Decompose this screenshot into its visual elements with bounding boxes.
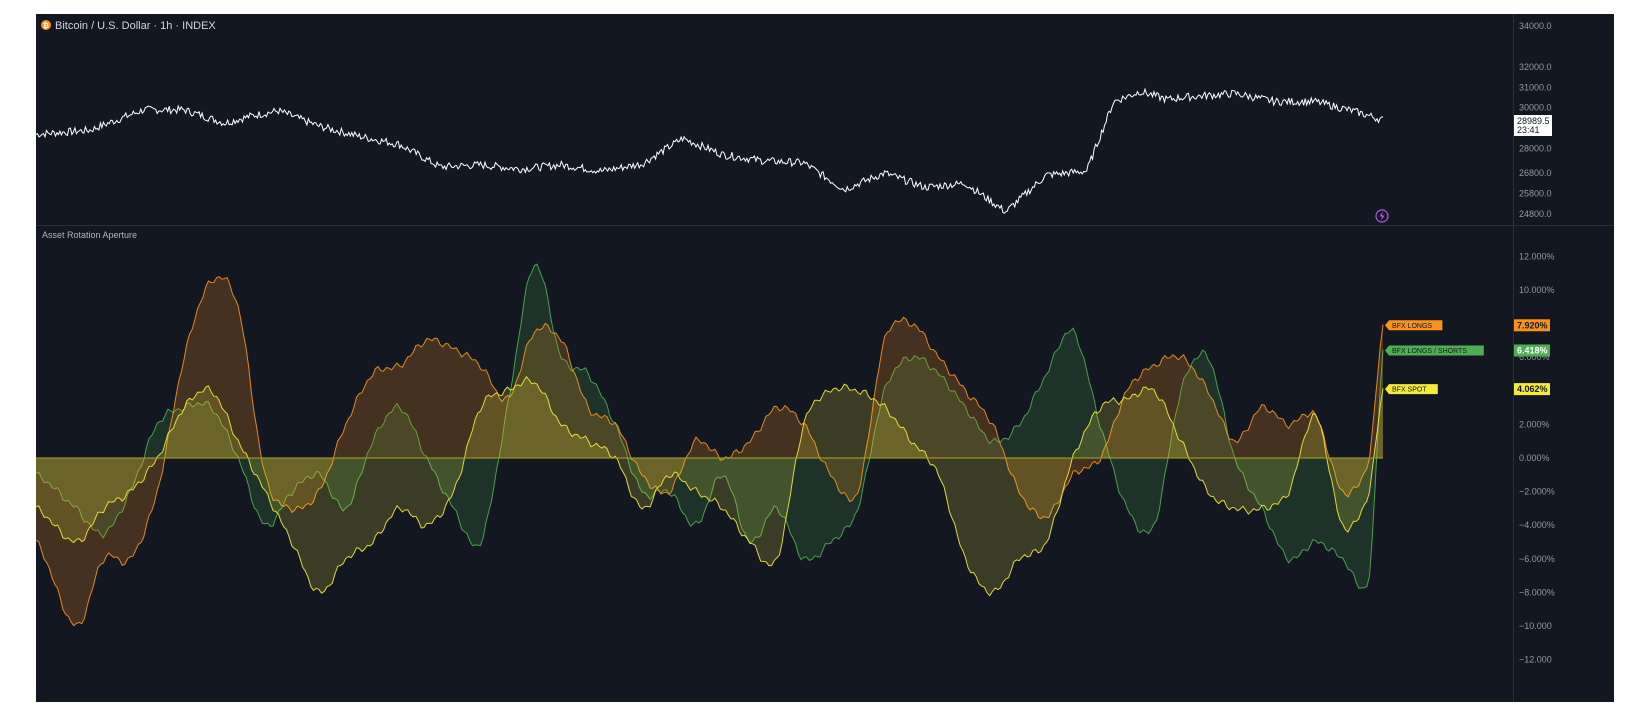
price-tick-label: 30000.0 (1519, 103, 1552, 113)
axis-value-text: 7.920% (1517, 320, 1548, 330)
bitcoin-icon (41, 20, 51, 30)
last-price-tag: 28989.5 23:41 (1514, 115, 1552, 136)
lightning-icon[interactable] (1375, 209, 1389, 223)
indicator-labels: BFX LONGS 7.920% BFX LONGS / SHORTS 6.418% B… (1385, 319, 1550, 396)
price-line (36, 87, 1384, 214)
price-tick-label: 25800.0 (1519, 188, 1552, 198)
last-price-value: 28989.5 (1517, 116, 1550, 126)
chart-canvas[interactable]: ₿ Bitcoin / U.S. Dollar · 1h · INDEX 340… (36, 14, 1614, 702)
indicator-tick-label: 10.000% (1519, 285, 1555, 295)
indicator-tick-label: 6.000% (1519, 352, 1550, 362)
indicator-tick-label: 12.000% (1519, 251, 1555, 261)
axis-value-tag: 4.062% (1514, 383, 1550, 396)
series-end-label: BFX SPOT (1385, 384, 1438, 395)
indicator-tick-label: −2.000% (1519, 487, 1555, 497)
axis-value-tag: 6.418% (1514, 344, 1550, 357)
bitcoin-icon-glyph: ₿ (43, 22, 49, 30)
price-tick-label: 32000.0 (1519, 62, 1552, 72)
price-tick-label: 34000.0 (1519, 21, 1552, 31)
price-series (36, 87, 1384, 214)
indicator-title[interactable]: Asset Rotation Aperture (42, 230, 137, 240)
price-tick-label: 28000.0 (1519, 144, 1552, 154)
price-tick-label: 26800.0 (1519, 168, 1552, 178)
axis-value-text: 6.418% (1517, 345, 1548, 355)
indicator-tick-label: 0.000% (1519, 453, 1550, 463)
series-line (36, 263, 1384, 589)
series-end-label: BFX LONGS / SHORTS (1385, 345, 1484, 356)
series-end-label-text: BFX LONGS (1392, 323, 1432, 330)
zero-line (36, 457, 1383, 459)
series-area (36, 376, 1383, 596)
series-line (36, 276, 1384, 627)
axis-value-tag: 7.920% (1514, 319, 1550, 332)
indicator-tick-label: 2.000% (1519, 419, 1550, 429)
indicator-tick-label: −8.000% (1519, 587, 1555, 597)
indicator-series (36, 263, 1384, 627)
axis-value-text: 4.062% (1517, 384, 1548, 394)
series-line (36, 375, 1384, 597)
price-axis[interactable]: 34000.0 32000.0 31000.0 30000.0 28000.0 26800… (1519, 21, 1552, 219)
price-tick-label: 24800.0 (1519, 209, 1552, 219)
indicator-tick-label: −10.000 (1519, 621, 1552, 631)
symbol-title[interactable]: Bitcoin / U.S. Dollar · 1h · INDEX (55, 20, 216, 32)
series-end-label-text: BFX LONGS / SHORTS (1392, 348, 1467, 355)
indicator-tick-label: −6.000% (1519, 554, 1555, 564)
indicator-tick-label: −4.000% (1519, 520, 1555, 530)
countdown-value: 23:41 (1517, 125, 1540, 135)
indicator-tick-label: −12.000 (1519, 655, 1552, 665)
price-tick-label: 31000.0 (1519, 82, 1552, 92)
indicator-axis[interactable]: 12.000% 10.000% 6.000% 2.000% 0.000% −2.000% −… (1519, 251, 1555, 664)
series-area (36, 276, 1383, 626)
series-end-label: BFX LONGS (1385, 320, 1443, 331)
series-end-label-text: BFX SPOT (1392, 387, 1427, 394)
chart-frame: ₿ Bitcoin / U.S. Dollar · 1h · INDEX 340… (36, 14, 1614, 702)
